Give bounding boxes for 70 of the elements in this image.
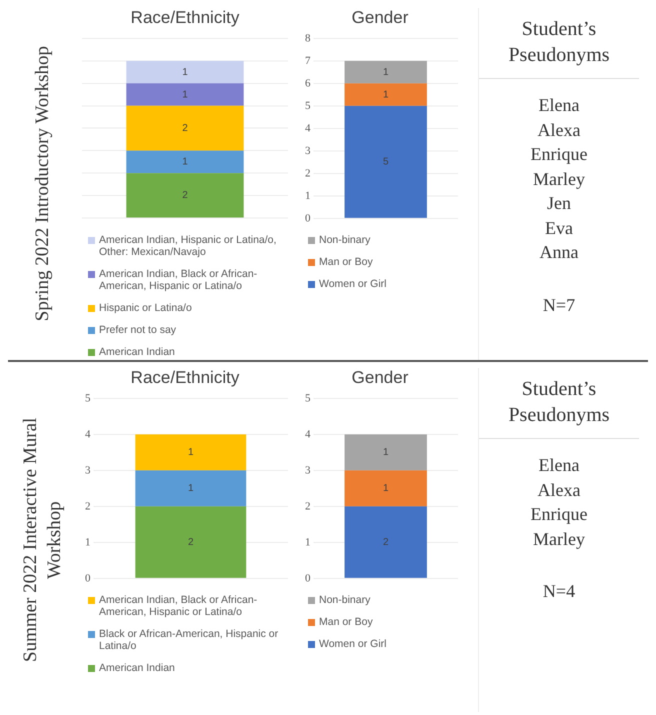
legend-label: American Indian [99, 346, 175, 358]
text: Marley [532, 528, 586, 551]
data-label: 1 [182, 66, 188, 78]
y-tick-label: 2 [85, 500, 90, 512]
text: Alexa [536, 118, 582, 142]
legend-label: Hispanic or Latina/o [99, 302, 192, 314]
legend-label: Prefer not to say [99, 324, 176, 336]
legend-label: American Indian, Black or African-American, Hispanic or Latina/o [99, 594, 258, 618]
legend-label: American Indian, Hispanic or Latina/o, Other: Mexican/Navajo [99, 234, 278, 258]
y-tick-label: 8 [305, 32, 311, 44]
y-tick-label: 2 [305, 500, 310, 512]
legend-label: Man or Boy [319, 256, 373, 268]
y-tick-label: 1 [85, 536, 90, 548]
y-tick-label: 3 [85, 464, 91, 476]
y-tick-label: 0 [85, 572, 91, 584]
y-tick-label: 2 [305, 167, 310, 180]
y-tick-label: 4 [305, 428, 311, 440]
y-tick-label: 1 [305, 190, 310, 202]
y-tick-label: 0 [305, 572, 311, 584]
text: Anna [538, 241, 580, 264]
legend-label: Man or Boy [319, 616, 373, 628]
legend-label: Black or African-American, Hispanic or Latina/o [99, 628, 280, 652]
y-tick-label: 1 [305, 536, 310, 548]
y-tick-label: 4 [85, 428, 91, 440]
y-tick-label: 5 [305, 392, 311, 404]
text: Elena [538, 454, 580, 477]
text: Student’s Pseudonyms [479, 368, 639, 439]
text: Elena [538, 94, 580, 117]
data-label: 2 [182, 190, 188, 202]
text: Enrique [530, 503, 588, 526]
data-label: 1 [382, 66, 389, 78]
legend-label: American Indian, Black or African-American, Hispanic or Latina/o [99, 268, 258, 292]
text: Jen [546, 192, 572, 215]
y-tick-label: 3 [305, 464, 311, 476]
y-tick-label: 5 [305, 100, 311, 112]
data-label: 1 [382, 483, 389, 494]
legend-label: Non-binary [319, 594, 370, 606]
y-tick-label: 4 [305, 122, 311, 134]
chart-title: Race/Ethnicity [130, 368, 240, 387]
y-tick-label: 0 [305, 212, 311, 224]
data-label: 5 [382, 156, 389, 168]
y-axis-title: Spring 2022 Introductory Workshop [31, 46, 54, 322]
text: Enrique [530, 143, 588, 166]
text: N=4 [542, 580, 576, 603]
legend-label: Women or Girl [319, 278, 386, 290]
data-label: 1 [382, 89, 389, 100]
text: N=7 [542, 294, 576, 316]
text: Eva [544, 216, 574, 240]
data-label: 1 [188, 447, 194, 458]
y-tick-label: 5 [85, 392, 91, 404]
data-label: 1 [188, 483, 194, 494]
y-tick-label: 3 [305, 144, 311, 157]
data-label: 1 [382, 447, 389, 458]
data-label: 2 [382, 536, 389, 548]
chart-title: Gender [352, 8, 409, 27]
data-label: 2 [188, 536, 194, 548]
chart-title: Race/Ethnicity [130, 8, 240, 27]
text: Student’s Pseudonyms [479, 8, 639, 79]
legend-label: Non-binary [319, 234, 370, 246]
data-label: 1 [182, 156, 188, 168]
text: Marley [532, 168, 586, 191]
legend-label: American Indian [99, 662, 175, 674]
y-tick-label: 7 [305, 54, 311, 67]
legend-label: Women or Girl [319, 638, 386, 650]
text: Alexa [536, 478, 582, 502]
data-label: 1 [182, 89, 188, 100]
data-label: 2 [182, 122, 188, 134]
y-tick-label: 6 [305, 77, 311, 90]
chart-title: Gender [352, 368, 409, 387]
y-axis-title: Summer 2022 Interactive Mural Workshop [19, 416, 66, 664]
